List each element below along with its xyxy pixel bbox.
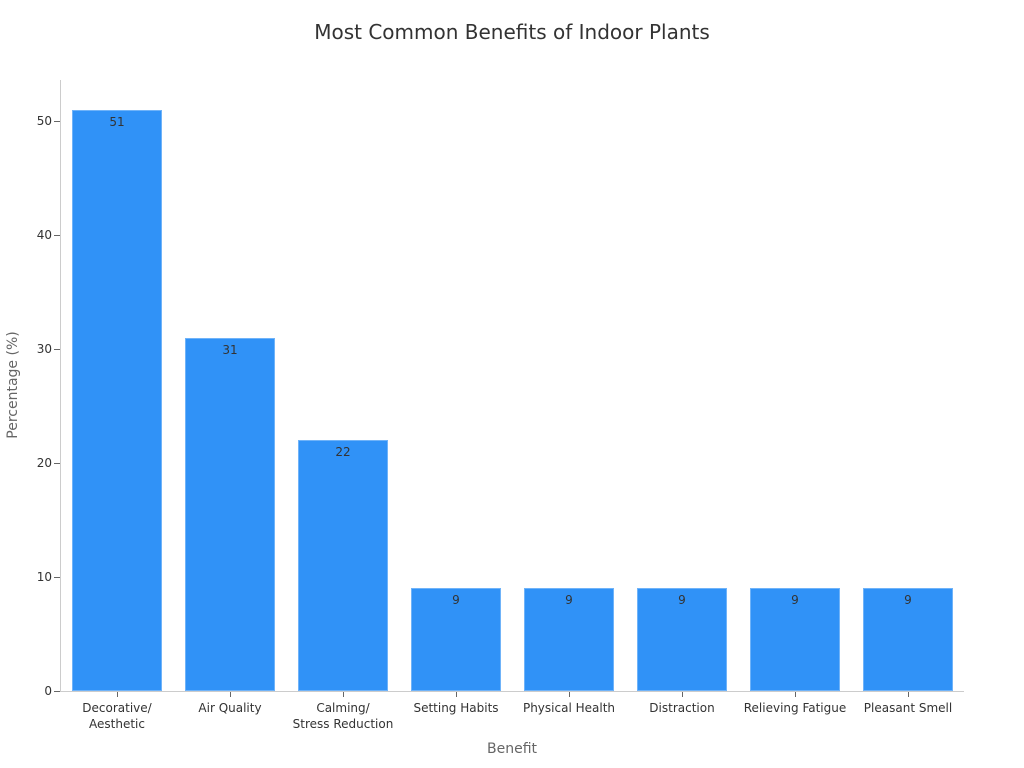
- x-tick-label: Relieving Fatigue: [743, 701, 847, 715]
- y-tick-label: 20: [36, 456, 52, 470]
- x-tick-label: Distraction: [649, 701, 715, 715]
- x-tick-label: Air Quality: [198, 701, 262, 715]
- y-tick: [54, 349, 60, 350]
- bar: 31: [185, 337, 275, 691]
- y-axis-title: Percentage (%): [5, 331, 21, 439]
- bar-value-label: 9: [678, 593, 686, 608]
- y-tick: [54, 235, 60, 236]
- bar: 9: [524, 588, 614, 691]
- x-tick-label: Decorative/ Aesthetic: [82, 701, 152, 731]
- x-tick: [230, 692, 231, 697]
- y-tick-label: 40: [36, 228, 52, 242]
- bar: 9: [637, 588, 727, 691]
- bar-value-label: 22: [335, 445, 351, 460]
- x-tick: [456, 692, 457, 697]
- bar: 9: [411, 588, 501, 691]
- y-tick: [54, 691, 60, 692]
- bar: 22: [298, 440, 388, 691]
- bar-value-label: 9: [565, 593, 573, 608]
- bar-value-label: 9: [791, 593, 799, 608]
- y-tick: [54, 463, 60, 464]
- x-tick: [908, 692, 909, 697]
- y-tick: [54, 121, 60, 122]
- y-tick-label: 10: [36, 570, 52, 584]
- y-tick-label: 50: [36, 114, 52, 128]
- bar: 9: [750, 588, 840, 691]
- x-tick-label: Calming/ Stress Reduction: [292, 701, 394, 731]
- bar-value-label: 9: [452, 593, 460, 608]
- bar-value-label: 9: [904, 593, 912, 608]
- y-tick-label: 30: [36, 342, 52, 356]
- x-tick: [569, 692, 570, 697]
- y-tick-label: 0: [44, 684, 52, 698]
- chart-title: Most Common Benefits of Indoor Plants: [314, 20, 710, 44]
- bar-value-label: 51: [109, 114, 125, 129]
- bar-value-label: 31: [222, 342, 238, 357]
- x-tick-label: Physical Health: [522, 701, 616, 715]
- bar: 51: [72, 109, 162, 691]
- x-axis-title: Benefit: [486, 741, 537, 757]
- x-tick: [117, 692, 118, 697]
- y-tick: [54, 577, 60, 578]
- x-tick: [795, 692, 796, 697]
- x-tick-label: Pleasant Smell: [863, 701, 953, 715]
- x-tick: [682, 692, 683, 697]
- bar: 9: [863, 588, 953, 691]
- x-tick-label: Setting Habits: [413, 701, 499, 715]
- x-tick: [343, 692, 344, 697]
- y-axis-line: [60, 80, 61, 692]
- x-axis-line: [60, 691, 964, 692]
